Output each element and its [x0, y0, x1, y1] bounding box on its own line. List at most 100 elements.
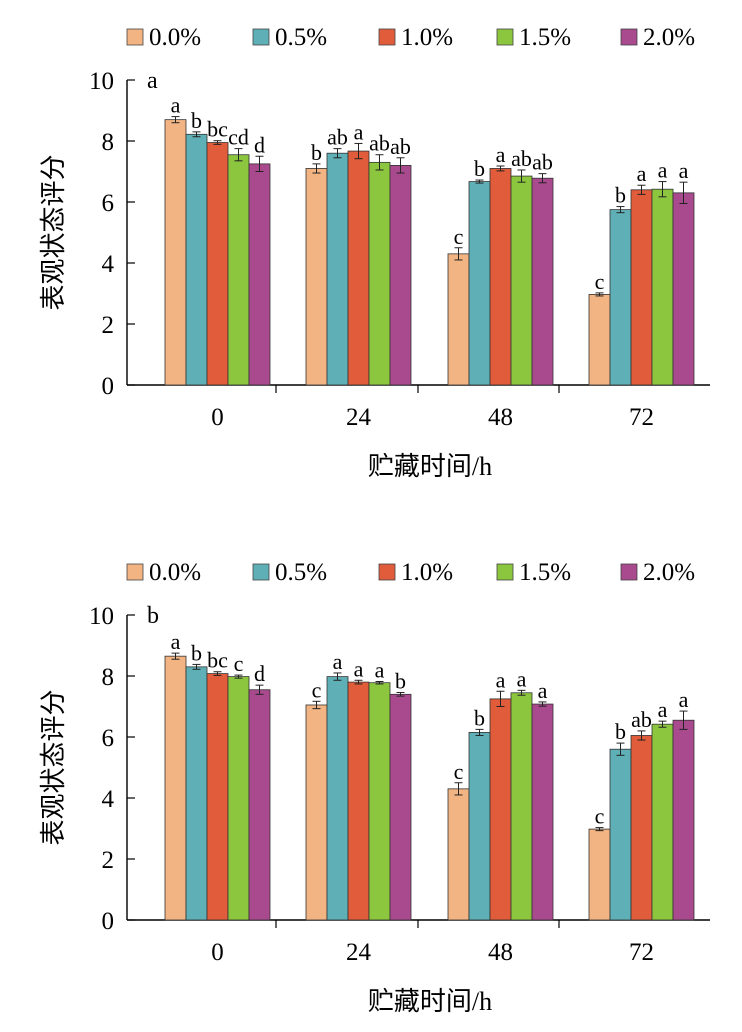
- bar-0-5%-0h: [185, 133, 208, 386]
- bar-1-5%-24h: [368, 161, 391, 386]
- y-tick-label: 0: [102, 908, 115, 935]
- bar-0-0%-0h: [164, 119, 187, 386]
- legend-label: 1.0%: [401, 559, 453, 586]
- bar-1-5%-48h: [510, 692, 533, 921]
- significance-letter: b: [474, 156, 485, 181]
- legend-label: 1.5%: [519, 559, 571, 586]
- bar-0-5%-24h: [326, 152, 349, 386]
- bar-1-0%-72h: [630, 735, 653, 921]
- bar-0-5%-0h: [185, 666, 208, 921]
- significance-letter: a: [171, 93, 181, 118]
- panel-label: a: [147, 68, 158, 94]
- y-tick-label: 8: [102, 664, 115, 691]
- x-tick-label: 72: [629, 404, 654, 431]
- x-tick-label: 0: [211, 404, 224, 431]
- legend-label: 0.5%: [275, 559, 327, 586]
- significance-letter: ab: [390, 134, 411, 159]
- legend-swatch-0-5%: [252, 28, 270, 46]
- significance-letter: b: [474, 705, 485, 730]
- y-tick-label: 10: [89, 68, 114, 95]
- x-tick-label: 0: [211, 939, 224, 966]
- legend-label: 0.0%: [149, 24, 201, 51]
- legend-label: 1.5%: [519, 24, 571, 51]
- legend-swatch-1-5%: [496, 563, 514, 581]
- x-tick-label: 24: [346, 404, 372, 431]
- x-tick-label: 24: [346, 939, 372, 966]
- bar-1-0%-0h: [206, 142, 229, 386]
- y-tick-label: 6: [102, 190, 115, 217]
- bar-0-0%-0h: [164, 655, 187, 921]
- significance-letter: bc: [207, 117, 228, 142]
- significance-letter: b: [311, 140, 322, 165]
- bar-0-5%-24h: [326, 676, 349, 921]
- legend-swatch-0-5%: [252, 563, 270, 581]
- significance-letter: b: [615, 719, 626, 744]
- significance-letter: c: [595, 269, 605, 294]
- significance-letter: c: [312, 677, 322, 702]
- bar-1-0%-48h: [489, 698, 512, 921]
- significance-letter: a: [538, 678, 548, 703]
- significance-letter: ab: [511, 146, 532, 171]
- significance-letter: a: [354, 119, 364, 144]
- bar-2-0%-72h: [672, 192, 695, 386]
- legend-swatch-2-0%: [620, 28, 638, 46]
- legend-label: 0.5%: [275, 24, 327, 51]
- significance-letter: a: [517, 666, 527, 691]
- bar-2-0%-48h: [531, 177, 554, 386]
- bar-0-0%-72h: [588, 294, 611, 386]
- bar-1-5%-72h: [651, 723, 674, 921]
- bar-1-5%-0h: [227, 676, 250, 921]
- panel-label: b: [147, 603, 159, 629]
- significance-letter: a: [171, 629, 181, 654]
- bar-1-5%-72h: [651, 188, 674, 386]
- legend-label: 0.0%: [149, 559, 201, 586]
- bar-1-5%-24h: [368, 682, 391, 921]
- significance-letter: d: [254, 661, 265, 686]
- y-tick-label: 2: [102, 847, 115, 874]
- legend-label: 1.0%: [401, 24, 453, 51]
- legend-swatch-1-0%: [378, 563, 396, 581]
- bar-2-0%-24h: [389, 164, 412, 386]
- significance-letter: b: [191, 640, 202, 665]
- y-tick-label: 4: [102, 786, 115, 813]
- significance-letter: c: [454, 759, 464, 784]
- x-tick-label: 72: [629, 939, 654, 966]
- significance-letter: a: [496, 667, 506, 692]
- bar-0-5%-48h: [468, 181, 491, 386]
- bar-0-5%-72h: [609, 209, 632, 386]
- legend-swatch-0-0%: [126, 563, 144, 581]
- y-tick-label: 4: [102, 251, 115, 278]
- legend-label: 2.0%: [643, 559, 695, 586]
- bar-0-5%-72h: [609, 748, 632, 921]
- y-tick-label: 2: [102, 312, 115, 339]
- significance-letter: a: [375, 657, 385, 682]
- bar-2-0%-72h: [672, 719, 695, 921]
- significance-letter: a: [679, 158, 689, 183]
- x-tick-label: 48: [488, 939, 513, 966]
- significance-letter: ab: [369, 131, 390, 156]
- legend-swatch-0-0%: [126, 28, 144, 46]
- x-axis-title: 贮藏时间/h: [368, 452, 492, 481]
- legend-swatch-1-0%: [378, 28, 396, 46]
- bar-1-0%-24h: [347, 150, 370, 386]
- x-tick-label: 48: [488, 404, 513, 431]
- y-axis-title: 表观状态评分: [39, 154, 68, 310]
- bar-2-0%-24h: [389, 693, 412, 921]
- significance-letter: a: [637, 161, 647, 186]
- bar-1-0%-0h: [206, 673, 229, 921]
- y-tick-label: 0: [102, 373, 115, 400]
- y-tick-label: 10: [89, 603, 114, 630]
- bar-1-0%-48h: [489, 168, 512, 386]
- significance-letter: ab: [532, 150, 553, 175]
- significance-letter: a: [333, 649, 343, 674]
- bar-0-0%-24h: [305, 168, 328, 386]
- significance-letter: a: [496, 142, 506, 167]
- significance-letter: ab: [327, 125, 348, 150]
- y-tick-label: 8: [102, 129, 115, 156]
- bar-0-5%-48h: [468, 732, 491, 921]
- bar-1-5%-48h: [510, 175, 533, 386]
- significance-letter: c: [234, 651, 244, 676]
